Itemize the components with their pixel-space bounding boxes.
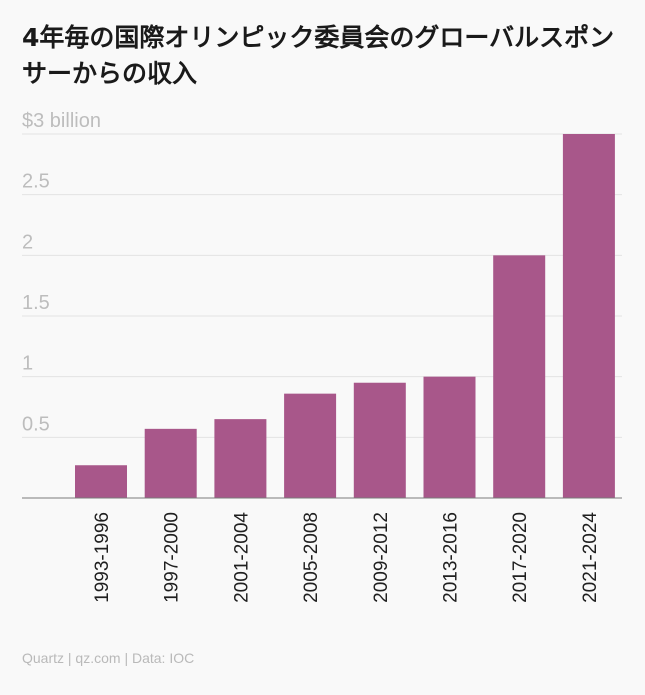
x-tick-label: 2005-2008 bbox=[301, 512, 322, 603]
y-tick-label: 2.5 bbox=[22, 171, 50, 193]
x-tick-label: 1993-1996 bbox=[92, 512, 113, 603]
bar-2021-2024 bbox=[562, 134, 615, 498]
x-tick-label: 2001-2004 bbox=[231, 512, 252, 603]
bar-2013-2016 bbox=[423, 376, 476, 498]
x-tick-label: 2021-2024 bbox=[580, 512, 601, 603]
bar-2005-2008 bbox=[284, 393, 337, 498]
x-tick-label: 2013-2016 bbox=[441, 512, 462, 603]
bar-2001-2004 bbox=[214, 419, 267, 498]
y-axis-tick-labels: 0.5 1 1.5 2 2.5 $3 billion bbox=[22, 110, 101, 435]
y-tick-label: 1.5 bbox=[22, 292, 50, 314]
bars bbox=[75, 134, 615, 498]
source-credit: Quartz | qz.com | Data: IOC bbox=[22, 650, 195, 666]
y-tick-label: $3 billion bbox=[22, 110, 101, 132]
x-tick-label: 2009-2012 bbox=[371, 512, 392, 603]
x-tick-label: 1997-2000 bbox=[162, 512, 183, 603]
bar-2017-2020 bbox=[493, 255, 546, 498]
y-tick-label: 0.5 bbox=[22, 413, 50, 435]
y-tick-label: 1 bbox=[22, 353, 33, 375]
bar-2009-2012 bbox=[353, 382, 406, 498]
bar-1993-1996 bbox=[75, 465, 127, 498]
bar-1997-2000 bbox=[144, 428, 197, 498]
x-axis-tick-labels: 1993-1996 1997-2000 2001-2004 2005-2008 2009… bbox=[92, 512, 601, 603]
y-tick-label: 2 bbox=[22, 231, 33, 253]
chart-title: 4年毎の国際オリンピック委員会のグローバルスポンサーからの収入 bbox=[22, 23, 615, 88]
x-tick-label: 2017-2020 bbox=[510, 512, 531, 603]
